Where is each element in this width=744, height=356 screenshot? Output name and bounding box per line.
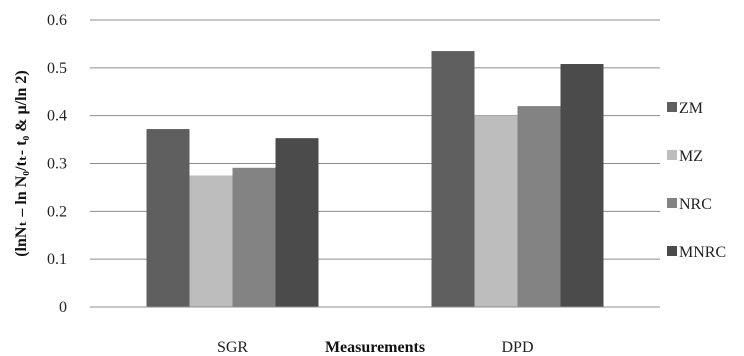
category-label: SGR: [217, 339, 248, 356]
y-tick-label: 0: [59, 299, 67, 316]
bar-zm-dpd: [431, 51, 475, 307]
legend-swatch-mnrc: [667, 246, 677, 256]
legend-label: NRC: [679, 196, 712, 213]
legend-swatch-zm: [667, 102, 677, 112]
bar-zm-sgr: [146, 129, 190, 307]
y-tick-label: 0.5: [47, 60, 67, 77]
y-axis-ticks: 0 0.1 0.2 0.3 0.4 0.5 0.6: [47, 12, 67, 316]
y-tick-label: 0.6: [47, 12, 67, 29]
y-tick-label: 0.4: [47, 108, 67, 125]
bar-nrc-dpd: [517, 106, 561, 307]
y-axis-title: (lnNₜ – ln N₀/tₜ- t₀ & μ/ln 2): [13, 70, 30, 257]
y-tick-label: 0.1: [47, 251, 67, 268]
legend: ZM MZ NRC MNRC: [667, 100, 726, 261]
x-axis-title: Measurements: [325, 339, 425, 356]
bars: [146, 51, 604, 308]
category-labels: SGR DPD: [217, 339, 534, 356]
legend-swatch-mz: [667, 150, 677, 160]
legend-label: MZ: [679, 148, 703, 165]
y-tick-label: 0.2: [47, 203, 67, 220]
legend-swatch-nrc: [667, 198, 677, 208]
bar-mz-sgr: [189, 175, 233, 307]
legend-label: ZM: [679, 100, 703, 117]
bar-mnrc-dpd: [560, 64, 604, 307]
category-label: DPD: [501, 339, 533, 356]
y-tick-label: 0.3: [47, 156, 67, 173]
bar-mz-dpd: [474, 115, 518, 308]
legend-label: MNRC: [679, 244, 726, 261]
bar-mnrc-sgr: [275, 138, 319, 307]
bar-nrc-sgr: [232, 167, 276, 307]
